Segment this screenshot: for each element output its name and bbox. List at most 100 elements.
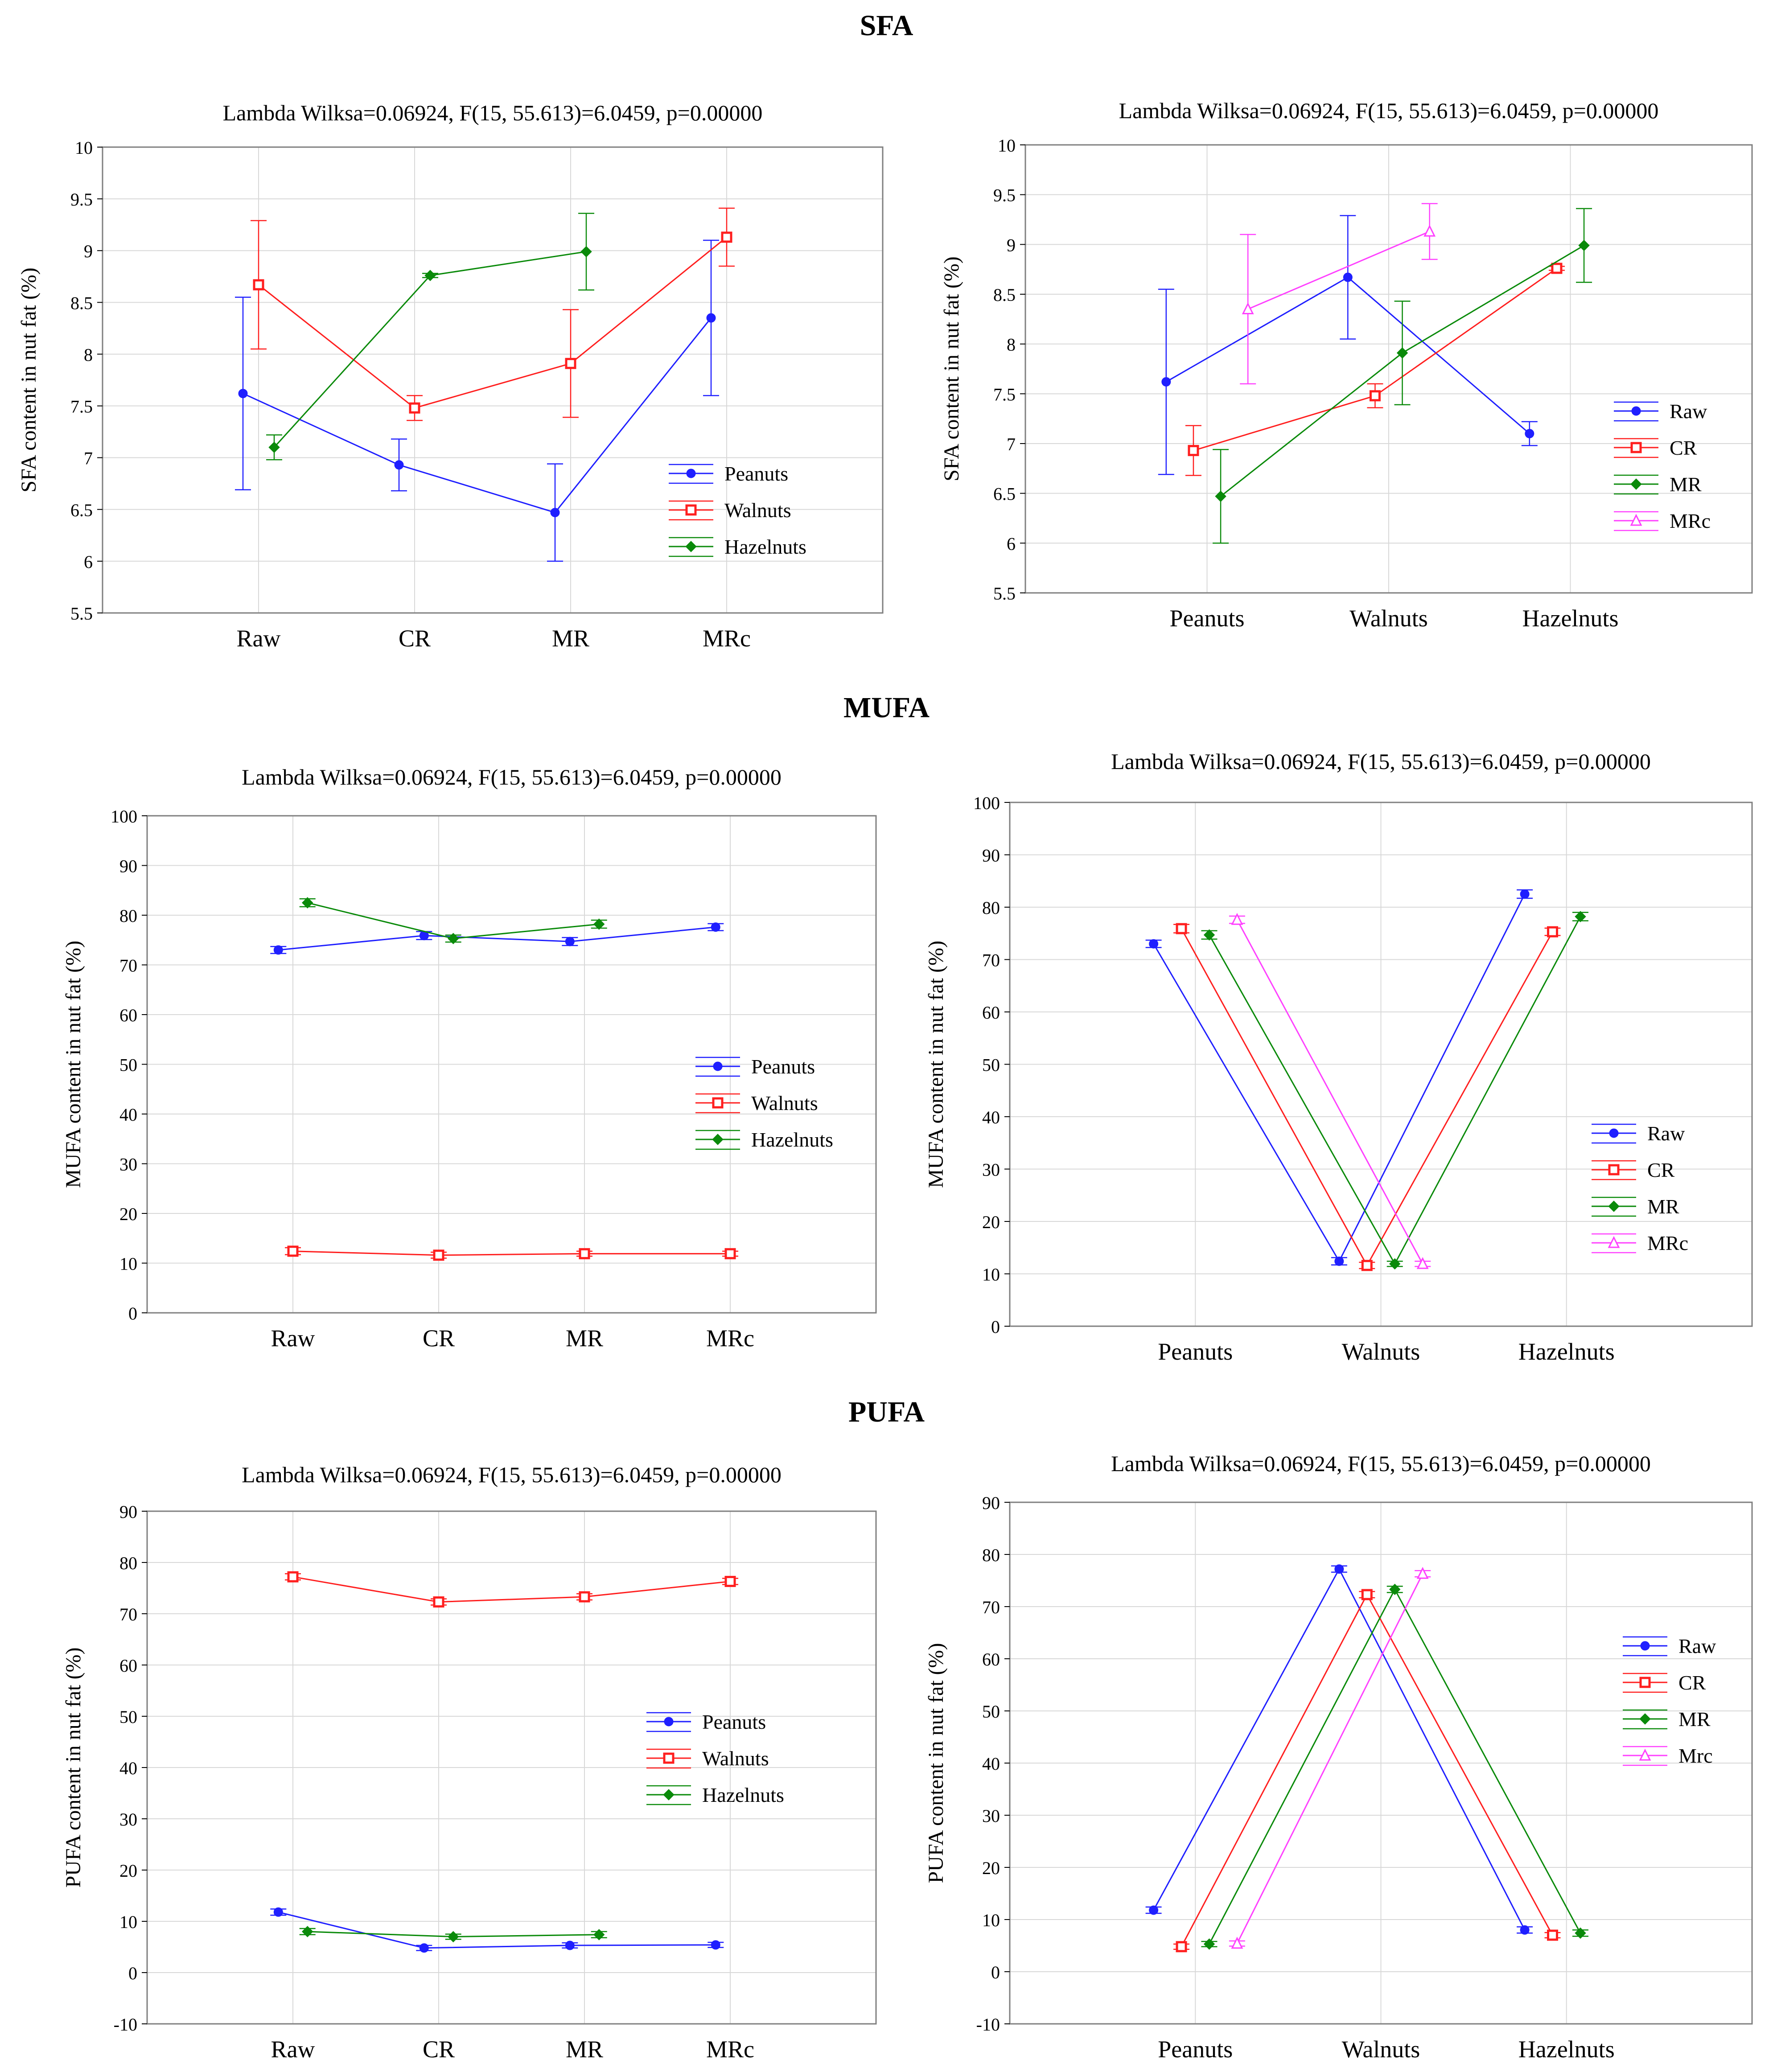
y-tick-label: 30 — [119, 1155, 137, 1175]
y-axis-label: PUFA content in nut fat (%) — [924, 1643, 948, 1883]
y-axis-label: PUFA content in nut fat (%) — [62, 1647, 85, 1887]
y-tick-label: 10 — [119, 1254, 137, 1274]
y-tick-label: 8.5 — [993, 285, 1016, 305]
y-tick-label: 50 — [119, 1707, 137, 1727]
series-line-mrc — [1236, 919, 1423, 1264]
legend: Raw CR MR MRc — [1592, 1122, 1688, 1254]
y-tick-label: 80 — [119, 906, 137, 926]
data-point — [565, 1940, 575, 1950]
data-point — [1334, 1256, 1344, 1266]
legend: Peanuts Walnuts Hazelnuts — [646, 1710, 784, 1806]
x-tick-label: MR — [552, 625, 589, 652]
data-point — [409, 402, 420, 414]
data-point — [1203, 929, 1215, 941]
series-line-walnuts — [292, 1250, 730, 1256]
legend-marker — [1630, 514, 1642, 526]
y-tick-label: 90 — [119, 856, 137, 876]
legend: Peanuts Walnuts Hazelnuts — [669, 462, 806, 558]
data-point — [1578, 239, 1590, 251]
y-tick-label: -10 — [976, 2014, 1000, 2035]
chart-title: Lambda Wilksa=0.06924, F(15, 55.613)=6.0… — [242, 765, 782, 789]
data-point — [711, 922, 720, 932]
y-tick-label: 7.5 — [70, 397, 93, 417]
data-point — [1416, 1257, 1429, 1269]
y-tick-label: 0 — [128, 1303, 137, 1324]
data-point — [394, 460, 404, 470]
y-tick-label: 70 — [119, 1604, 137, 1624]
y-tick-label: 20 — [982, 1212, 1000, 1232]
legend-label: CR — [1647, 1159, 1675, 1181]
legend-marker — [1609, 1128, 1619, 1138]
series-line-mr — [1209, 1588, 1581, 1945]
data-point — [1575, 911, 1586, 922]
data-point — [1423, 224, 1436, 237]
data-point — [1231, 913, 1243, 925]
chart-title: Lambda Wilksa=0.06924, F(15, 55.613)=6.0… — [1111, 749, 1651, 774]
legend: Peanuts Walnuts Hazelnuts — [695, 1055, 833, 1151]
y-tick-label: 40 — [982, 1107, 1000, 1127]
data-point — [1389, 1258, 1401, 1270]
chart-sfa-left: Lambda Wilksa=0.06924, F(15, 55.613)=6.0… — [17, 100, 884, 652]
data-point — [724, 1248, 736, 1259]
data-point — [287, 1571, 299, 1583]
legend-label: MRc — [1647, 1232, 1688, 1254]
y-tick-label: 7 — [1007, 434, 1016, 454]
legend-label: Raw — [1647, 1122, 1685, 1145]
legend-label: Peanuts — [702, 1710, 766, 1733]
x-tick-label: CR — [423, 2036, 455, 2063]
x-tick-label: MRc — [703, 625, 751, 652]
series-line-raw — [1153, 893, 1526, 1263]
x-tick-label: MR — [566, 2036, 603, 2063]
x-tick-label: Hazelnuts — [1522, 605, 1619, 632]
y-tick-label: 70 — [119, 956, 137, 976]
y-tick-label: 40 — [982, 1754, 1000, 1774]
legend-marker — [1639, 1748, 1651, 1761]
x-tick-label: MR — [566, 1325, 603, 1352]
data-point — [1389, 1583, 1401, 1595]
y-axis-label: MUFA content in nut fat (%) — [924, 941, 948, 1188]
x-tick-label: MRc — [706, 1325, 754, 1352]
legend-marker — [1639, 1677, 1651, 1688]
data-point — [1547, 926, 1559, 937]
legend-label: Hazelnuts — [702, 1784, 784, 1806]
series-line-peanuts — [278, 1911, 716, 1949]
data-point — [550, 508, 560, 518]
legend-marker — [1640, 1641, 1650, 1651]
y-tick-label: 8.5 — [70, 293, 93, 313]
data-point — [1242, 302, 1254, 314]
data-point — [253, 279, 264, 291]
y-tick-label: 100 — [111, 806, 137, 826]
y-tick-label: 0 — [128, 1963, 137, 1983]
series-line-walnuts — [292, 1576, 731, 1603]
data-point — [1334, 1564, 1344, 1574]
data-point — [565, 358, 576, 369]
legend: Raw CR MR Mrc — [1623, 1635, 1716, 1767]
data-point — [447, 933, 459, 945]
legend: Raw CR MR MRc — [1614, 400, 1711, 532]
data-point — [301, 1926, 313, 1937]
legend-marker — [1608, 1236, 1620, 1248]
y-tick-label: 9.5 — [993, 185, 1016, 206]
x-tick-label: CR — [399, 625, 431, 652]
y-tick-label: 6 — [1007, 534, 1016, 554]
data-point — [273, 1907, 283, 1917]
x-tick-label: Hazelnuts — [1518, 2036, 1615, 2063]
legend-label: MR — [1678, 1708, 1711, 1731]
legend-marker — [713, 1061, 723, 1071]
y-tick-label: 50 — [982, 1702, 1000, 1722]
chart-pufa-left: Lambda Wilksa=0.06924, F(15, 55.613)=6.0… — [62, 1462, 877, 2063]
y-tick-label: 0 — [991, 1962, 1000, 1982]
legend-label: Raw — [1678, 1635, 1716, 1657]
y-tick-label: 7.5 — [993, 384, 1016, 404]
data-point — [1343, 272, 1353, 282]
data-point — [1575, 1927, 1586, 1939]
y-tick-label: 70 — [982, 950, 1000, 970]
legend-marker — [686, 469, 696, 478]
y-tick-label: 60 — [982, 1649, 1000, 1669]
data-point — [1547, 1929, 1559, 1941]
y-tick-label: 80 — [982, 1545, 1000, 1565]
data-point — [579, 1248, 590, 1259]
y-tick-label: 0 — [991, 1317, 1000, 1337]
y-tick-label: 60 — [119, 1005, 137, 1025]
legend-marker — [1608, 1164, 1620, 1176]
